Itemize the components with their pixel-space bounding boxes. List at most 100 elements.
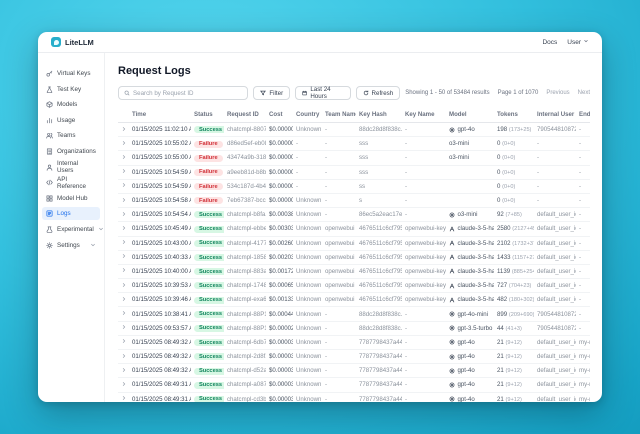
status-badge: Success	[194, 324, 224, 332]
cell-team-name: -	[322, 349, 356, 365]
sidebar-item-organizations[interactable]: Organizations	[42, 145, 100, 158]
cell-team-name: -	[322, 363, 356, 379]
cell-model: o3-mini	[446, 136, 494, 152]
calendar-icon	[302, 90, 307, 96]
expand-row-chevron-right-icon[interactable]	[121, 211, 127, 217]
table-row[interactable]: 01/15/2025 10:54:59 AMFailure534c187d-4b…	[118, 179, 590, 194]
cell-time: 01/15/2025 08:49:31 AM	[129, 377, 191, 393]
sidebar-item-internal-users[interactable]: Internal Users	[42, 160, 100, 174]
openai-icon	[449, 212, 455, 218]
cell-model: gpt-4o	[446, 335, 494, 351]
cell-end-user: -	[576, 179, 590, 194]
status-badge: Success	[194, 353, 224, 361]
refresh-button[interactable]: Refresh	[355, 86, 401, 100]
table-row[interactable]: 01/15/2025 10:55:00 AMFailure43474a9b-31…	[118, 150, 590, 166]
user-menu[interactable]: User	[567, 38, 589, 46]
expand-row-chevron-right-icon[interactable]	[121, 310, 127, 316]
table-row[interactable]: 01/15/2025 08:49:31 AMSuccesschatcmpl-a0…	[118, 377, 590, 393]
expand-row-chevron-right-icon[interactable]	[121, 282, 127, 288]
sidebar-item-models[interactable]: Models	[42, 98, 100, 111]
sidebar-item-test-key[interactable]: Test Key	[42, 83, 100, 96]
cell-cost: $0.000000	[266, 193, 293, 209]
sidebar-item-experimental[interactable]: Experimental	[42, 223, 103, 236]
cell-cost: $0.000025	[266, 321, 293, 336]
table-row[interactable]: 01/15/2025 10:43:00 AMSuccesschatcmpl-41…	[118, 236, 590, 251]
table-row[interactable]: 01/15/2025 10:55:02 AMFailured86ed5ef-eb…	[118, 136, 590, 152]
table-row[interactable]: 01/15/2025 10:38:41 AMSuccesschatcmpl-88…	[118, 306, 590, 322]
expand-row-chevron-right-icon[interactable]	[121, 381, 127, 387]
cell-key-name: -	[402, 207, 446, 223]
filter-button[interactable]: Filter	[253, 86, 291, 100]
cell-status: Success	[191, 349, 224, 365]
table-row[interactable]: 01/15/2025 10:39:53 AMSuccesschatcmpl-17…	[118, 278, 590, 294]
sidebar-item-virtual-keys[interactable]: Virtual Keys	[42, 67, 100, 80]
cell-key-name: openwebui-key-2	[402, 236, 446, 251]
cell-model	[446, 165, 494, 180]
expand-row-chevron-right-icon[interactable]	[121, 154, 127, 160]
sidebar-item-teams[interactable]: Teams	[42, 129, 100, 142]
expand-row-chevron-right-icon[interactable]	[121, 182, 127, 188]
cell-time: 01/15/2025 08:49:32 AM	[129, 349, 191, 365]
cell-key-hash: sss	[356, 165, 402, 180]
table-row[interactable]: 01/15/2025 10:45:49 AMSuccesschatcmpl-eb…	[118, 221, 590, 237]
expand-row-chevron-right-icon[interactable]	[121, 239, 127, 245]
cell-internal-user: -	[534, 136, 576, 152]
cell-end-user: my-new-end-user-1	[576, 377, 590, 393]
table-row[interactable]: 01/15/2025 10:54:59 AMFailurea9eeb81d-b8…	[118, 165, 590, 180]
expand-row-chevron-right-icon[interactable]	[121, 338, 127, 344]
time-range-button[interactable]: Last 24 Hours	[295, 86, 351, 100]
toolbar: Search by Request ID Filter Last 24 Hour…	[118, 86, 590, 100]
search-input[interactable]: Search by Request ID	[118, 86, 249, 100]
previous-page-button[interactable]: Previous	[546, 90, 570, 96]
table-row[interactable]: 01/15/2025 10:39:46 AMSuccesschatcmpl-ex…	[118, 292, 590, 308]
expand-row-chevron-right-icon[interactable]	[121, 140, 127, 146]
status-badge: Failure	[194, 154, 223, 162]
sidebar-item-model-hub[interactable]: Model Hub	[42, 192, 100, 205]
table-row[interactable]: 01/15/2025 10:40:00 AMSuccesschatcmpl-88…	[118, 264, 590, 280]
cell-request-id: chatcmpl-ebbe...	[224, 221, 266, 237]
expand-row-chevron-right-icon[interactable]	[121, 324, 127, 330]
sidebar-item-logs[interactable]: Logs	[42, 207, 100, 221]
table-row[interactable]: 01/15/2025 08:49:31 AMSuccesschatcmpl-cd…	[118, 392, 590, 402]
table-row[interactable]: 01/15/2025 08:49:32 AMSuccesschatcmpl-d5…	[118, 363, 590, 379]
docs-link[interactable]: Docs	[542, 38, 558, 46]
cell-status: Success	[191, 377, 224, 393]
key-icon	[46, 70, 53, 77]
table-row[interactable]: 01/15/2025 10:40:33 AMSuccesschatcmpl-18…	[118, 250, 590, 265]
cell-model: claude-3-5-hai...	[446, 292, 494, 308]
cell-request-id: 7eb67387-bcc2...	[224, 193, 266, 209]
expand-row-chevron-right-icon[interactable]	[121, 267, 127, 273]
sidebar-item-usage[interactable]: Usage	[42, 114, 100, 127]
table-row[interactable]: 01/15/2025 10:54:58 AMFailure7eb67387-bc…	[118, 193, 590, 209]
expand-row-chevron-right-icon[interactable]	[121, 367, 127, 373]
expand-row-chevron-right-icon[interactable]	[121, 253, 127, 259]
cell-tokens: 0 (0+0)	[494, 193, 534, 209]
cell-team-name: openwebui	[322, 221, 356, 237]
sidebar-item-api-reference[interactable]: API Reference	[42, 176, 100, 190]
expand-row-chevron-right-icon[interactable]	[121, 197, 127, 203]
cell-request-id: chatcmpl-4177...	[224, 236, 266, 251]
expand-row-chevron-right-icon[interactable]	[121, 168, 127, 174]
cell-tokens: 0 (0+0)	[494, 136, 534, 152]
openai-icon	[449, 354, 455, 360]
expand-row-chevron-right-icon[interactable]	[121, 126, 127, 132]
brand: LiteLLM	[51, 37, 94, 47]
table-row[interactable]: 01/15/2025 08:49:32 AMSuccesschatcmpl-2d…	[118, 349, 590, 365]
expand-row-chevron-right-icon[interactable]	[121, 225, 127, 231]
code-icon	[46, 179, 53, 186]
cell-internal-user: default_user_id	[534, 236, 576, 251]
expand-row-chevron-right-icon[interactable]	[121, 296, 127, 302]
table-row[interactable]: 01/15/2025 10:54:54 AMSuccesschatcmpl-b8…	[118, 207, 590, 223]
table-row[interactable]: 01/15/2025 08:49:32 AMSuccesschatcmpl-6d…	[118, 335, 590, 351]
table-row[interactable]: 01/15/2025 11:02:10 AMSuccesschatcmpl-88…	[118, 122, 590, 138]
expand-row-chevron-right-icon[interactable]	[121, 395, 127, 401]
table-row[interactable]: 01/15/2025 09:53:57 AMSuccesschatcmpl-88…	[118, 321, 590, 336]
cell-team-name: -	[322, 335, 356, 351]
cell-tokens: 1433 (1157+276)	[494, 250, 534, 265]
cell-tokens: 21 (9+12)	[494, 363, 534, 379]
sidebar-item-settings[interactable]: Settings	[42, 239, 100, 252]
cell-model	[446, 193, 494, 209]
expand-row-chevron-right-icon[interactable]	[121, 353, 127, 359]
cell-model: claude-3-5-hai...	[446, 250, 494, 265]
next-page-button[interactable]: Next	[577, 90, 590, 96]
